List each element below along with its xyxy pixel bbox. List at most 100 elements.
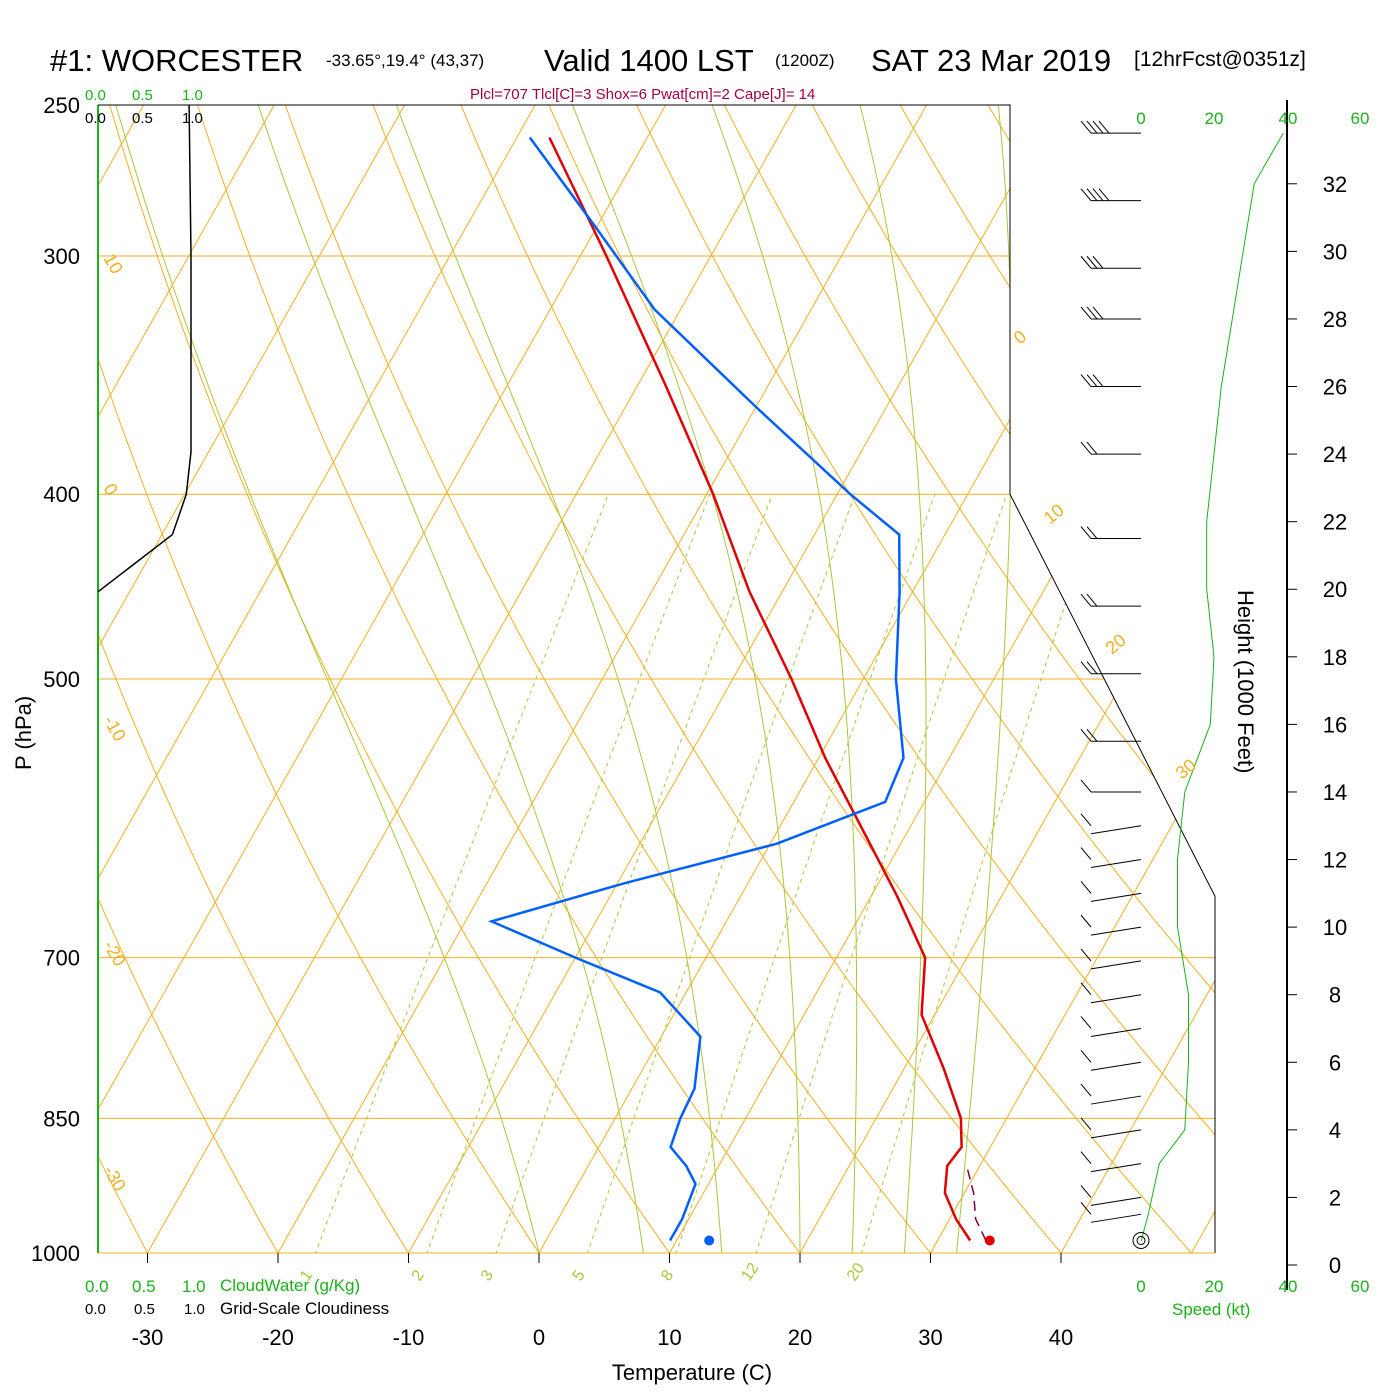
mixing-ratio-grid [308, 494, 1102, 1253]
wind-barb [1080, 1083, 1142, 1105]
moist-adiabat-line [257, 105, 644, 1253]
temperature-axis-title: Temperature (C) [612, 1360, 772, 1385]
moist-adiabat-line [711, 105, 858, 1253]
speed-bottom-tick-2: 40 [1279, 1277, 1298, 1296]
temperature-tick-label: 10 [657, 1325, 681, 1350]
height-tick-label: 8 [1329, 983, 1341, 1008]
dry-adiabat-line [518, 105, 1215, 1253]
wind-barb [1080, 441, 1141, 455]
speed-bottom-tick-3: 60 [1351, 1277, 1370, 1296]
moist-adiabat-line [395, 105, 723, 1253]
wind-barb-feather [1080, 881, 1092, 894]
temperature-tick-label: 40 [1049, 1325, 1073, 1350]
cloudiness-bottom-tick-2: 1.0 [184, 1301, 205, 1318]
wind-barb-staff [1090, 825, 1142, 835]
dry-adiabat-line [604, 105, 1215, 1253]
wind-barb-feather [1080, 1151, 1092, 1164]
dry-adiabat-line [98, 105, 567, 1253]
isotherm-grid [98, 105, 1215, 1253]
isotherm-label: 0 [1010, 326, 1031, 348]
wind-barb-feather [1092, 188, 1104, 202]
pressure-tick-label: 500 [43, 667, 80, 692]
wind-barb [1080, 728, 1141, 742]
cloudwater-top-tick-0: 0.0 [85, 87, 106, 104]
wind-barb [1080, 120, 1141, 134]
wind-barb-feather [1080, 1016, 1092, 1029]
temperature-tick-label: 20 [788, 1325, 812, 1350]
speed-bottom-tick-0: 0 [1136, 1277, 1145, 1296]
cloudiness-top-tick-2: 1.0 [182, 110, 203, 127]
isotherm-label: 0 [100, 480, 122, 499]
isotherm-line [1037, 105, 1215, 1253]
isotherm-label: 10 [100, 250, 127, 277]
height-tick-label: 24 [1323, 442, 1347, 467]
isotherm-line [776, 105, 1215, 1253]
isotherm-label: -10 [100, 712, 130, 745]
parcel-line [965, 1165, 987, 1241]
wind-barb-feather [1080, 526, 1092, 539]
cloudwater-label: CloudWater (g/Kg) [220, 1276, 360, 1295]
dry-adiabat-line [98, 105, 699, 1253]
pressure-tick-label: 300 [43, 244, 80, 269]
wind-barb-feather [1080, 593, 1092, 607]
isotherm-label: 10 [1040, 500, 1068, 528]
height-tick-label: 22 [1323, 510, 1347, 535]
cloudwater-bottom-tick-2: 1.0 [182, 1277, 206, 1296]
mixing-ratio-line [308, 494, 609, 1253]
wind-barb-staff [1090, 1027, 1142, 1037]
wind-barb-feather [1092, 374, 1104, 387]
isotherm-line [98, 105, 445, 1253]
isotherm-line [515, 105, 1215, 1253]
wind-barb-staff [1090, 960, 1142, 970]
wind-barb [1080, 1016, 1142, 1037]
moist-adiabat-grid [115, 105, 1013, 1253]
mixing-ratio-line [670, 494, 936, 1253]
mixing-ratio-label: 5 [570, 1267, 589, 1284]
height-tick-label: 28 [1323, 307, 1347, 332]
height-tick-label: 20 [1323, 577, 1347, 602]
isotherm-line [98, 105, 184, 1253]
wind-barb [1080, 813, 1142, 835]
height-tick-label: 30 [1323, 239, 1347, 264]
pressure-tick-label: 400 [43, 482, 80, 507]
wind-barb-feather [1092, 255, 1104, 269]
dry-adiabat-line [1118, 105, 1215, 1253]
mixing-ratio-line [750, 494, 1008, 1253]
isotherm-line [254, 105, 967, 1253]
wind-barb [1080, 881, 1142, 902]
speed-axis-label: Speed (kt) [1172, 1300, 1250, 1319]
wind-barb-feather [1086, 593, 1098, 607]
wind-barb-staff [1090, 892, 1142, 902]
mixing-ratio-line [856, 494, 1102, 1253]
cloudwater-top-tick-1: 0.5 [132, 87, 153, 104]
isotherm-line [98, 105, 314, 1253]
mixing-ratio-label: 3 [478, 1267, 497, 1284]
wind-barb-feather [1080, 1049, 1092, 1063]
cloudwater-bottom-tick-0: 0.0 [85, 1277, 109, 1296]
cloudiness-panel [97, 104, 192, 593]
wind-barb-feather [1080, 661, 1092, 675]
speed-top-tick-1: 20 [1205, 109, 1224, 128]
wind-barb [1080, 982, 1142, 1004]
height-axis-title: Height (1000 Feet) [1233, 590, 1258, 773]
wind-barb [1080, 188, 1141, 202]
wind-barb [1080, 255, 1141, 269]
wind-barb-feather [1080, 120, 1092, 134]
wind-barb-feather [1098, 120, 1110, 134]
moist-adiabat-line [572, 105, 801, 1253]
wind-barb [1080, 1185, 1142, 1206]
wind-barb-feather [1098, 188, 1110, 202]
temperature-tick-label: 30 [918, 1325, 942, 1350]
wind-barb-staff [1090, 926, 1142, 936]
mixing-ratio-line [581, 494, 856, 1253]
dry-adiabat-line [98, 105, 435, 1253]
wind-barb [1080, 1117, 1142, 1139]
calm-wind-circle [1132, 1231, 1150, 1249]
wind-barb-feather [1080, 1083, 1092, 1097]
wind-barb [1080, 948, 1142, 970]
height-tick-label: 26 [1323, 375, 1347, 400]
stability-indices: Plcl=707 Tlcl[C]=3 Shox=6 Pwat[cm]=2 Cap… [470, 86, 815, 103]
pressure-tick-label: 700 [43, 946, 80, 971]
wind-barb-feather [1086, 374, 1098, 387]
cloudiness-top-tick-1: 0.5 [132, 110, 153, 127]
